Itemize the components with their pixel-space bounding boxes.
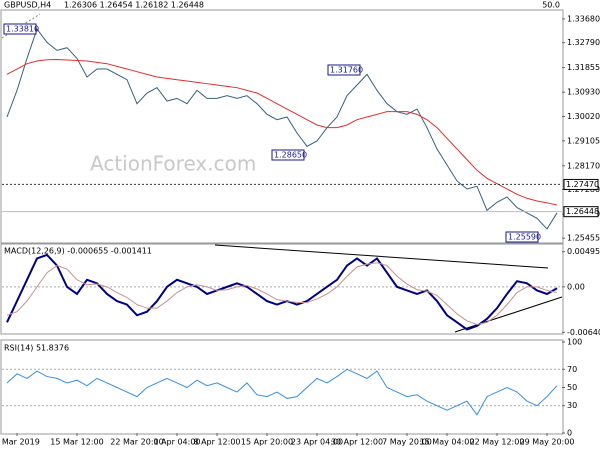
price-box-label: 1.27470 (566, 180, 599, 189)
x-tick-label: 15 May 04:00 (420, 438, 475, 447)
symbol: GBPUSD,H4 (4, 1, 51, 10)
y-tick-label: -0.006404 (567, 328, 600, 337)
annotation: 1.28650 (274, 151, 307, 160)
y-tick-label: 100 (567, 338, 582, 347)
y-tick-label: 1.30020 (567, 112, 600, 121)
y-tick-label: 1.33680 (567, 14, 600, 23)
series-line (6, 262, 558, 326)
panel-title: RSI(14) 51.8376 (4, 344, 69, 353)
price-box-label: 1.26448 (566, 207, 599, 216)
watermark: ActionForex.com (90, 152, 256, 176)
series-line (6, 28, 558, 230)
y-tick-label: 1.28170 (567, 161, 600, 170)
macd-panel (0, 243, 564, 335)
annotation: 1.25590 (508, 233, 541, 242)
divergence-line (214, 244, 549, 269)
corner-label: 50.0 (542, 1, 560, 10)
series-line (6, 253, 558, 331)
y-tick-label: 1.32790 (567, 38, 600, 47)
x-tick-label: 23 Apr 04:00 (291, 438, 343, 447)
y-tick-label: 0.00 (567, 282, 585, 291)
x-tick-label: 8 Apr 12:00 (193, 438, 240, 447)
price-panel (0, 9, 564, 244)
y-tick-label: 0 (567, 429, 572, 438)
x-tick-label: 1 Apr 04:00 (153, 438, 200, 447)
x-tick-label: 15 Apr 20:00 (241, 438, 293, 447)
annotation: 1.31760 (330, 66, 363, 75)
x-tick-label: 30 Apr 12:00 (331, 438, 383, 447)
annotation-box (271, 149, 305, 161)
y-tick-label: 0.004957 (567, 247, 600, 256)
rsi-panel (0, 339, 564, 435)
trend-line (1, 13, 41, 39)
annotation-box (505, 231, 539, 243)
x-tick-label: 22 May 12:00 (470, 438, 525, 447)
y-tick-label: 1.25455 (567, 234, 600, 243)
x-tick-label: 22 Mar 20:00 (110, 438, 163, 447)
y-tick-label: 50 (567, 383, 577, 392)
x-tick-label: 7 May 20:00 (382, 438, 432, 447)
y-tick-label: 1.31855 (567, 63, 600, 72)
divergence-line (454, 296, 563, 333)
annotation-box (327, 64, 361, 76)
x-tick-label: 15 Mar 12:00 (50, 438, 103, 447)
annotation-box (3, 23, 37, 35)
x-tick-label: 8 Mar 2019 (0, 438, 40, 447)
series-line (6, 368, 558, 416)
annotation: 1.33810 (6, 25, 39, 34)
panel-title: MACD(12,26,9) -0.000655 -0.001411 (4, 247, 152, 256)
x-tick-label: 29 May 20:00 (520, 438, 575, 447)
y-tick-label: 1.30930 (567, 88, 600, 97)
price-box (563, 206, 599, 218)
price-box (563, 178, 599, 190)
ohlc: 1.26306 1.26454 1.26182 1.26448 (64, 1, 204, 10)
y-tick-label: 70 (567, 365, 577, 374)
series-line (6, 58, 558, 206)
y-tick-label: 30 (567, 401, 577, 410)
y-tick-label: 1.29105 (567, 136, 600, 145)
